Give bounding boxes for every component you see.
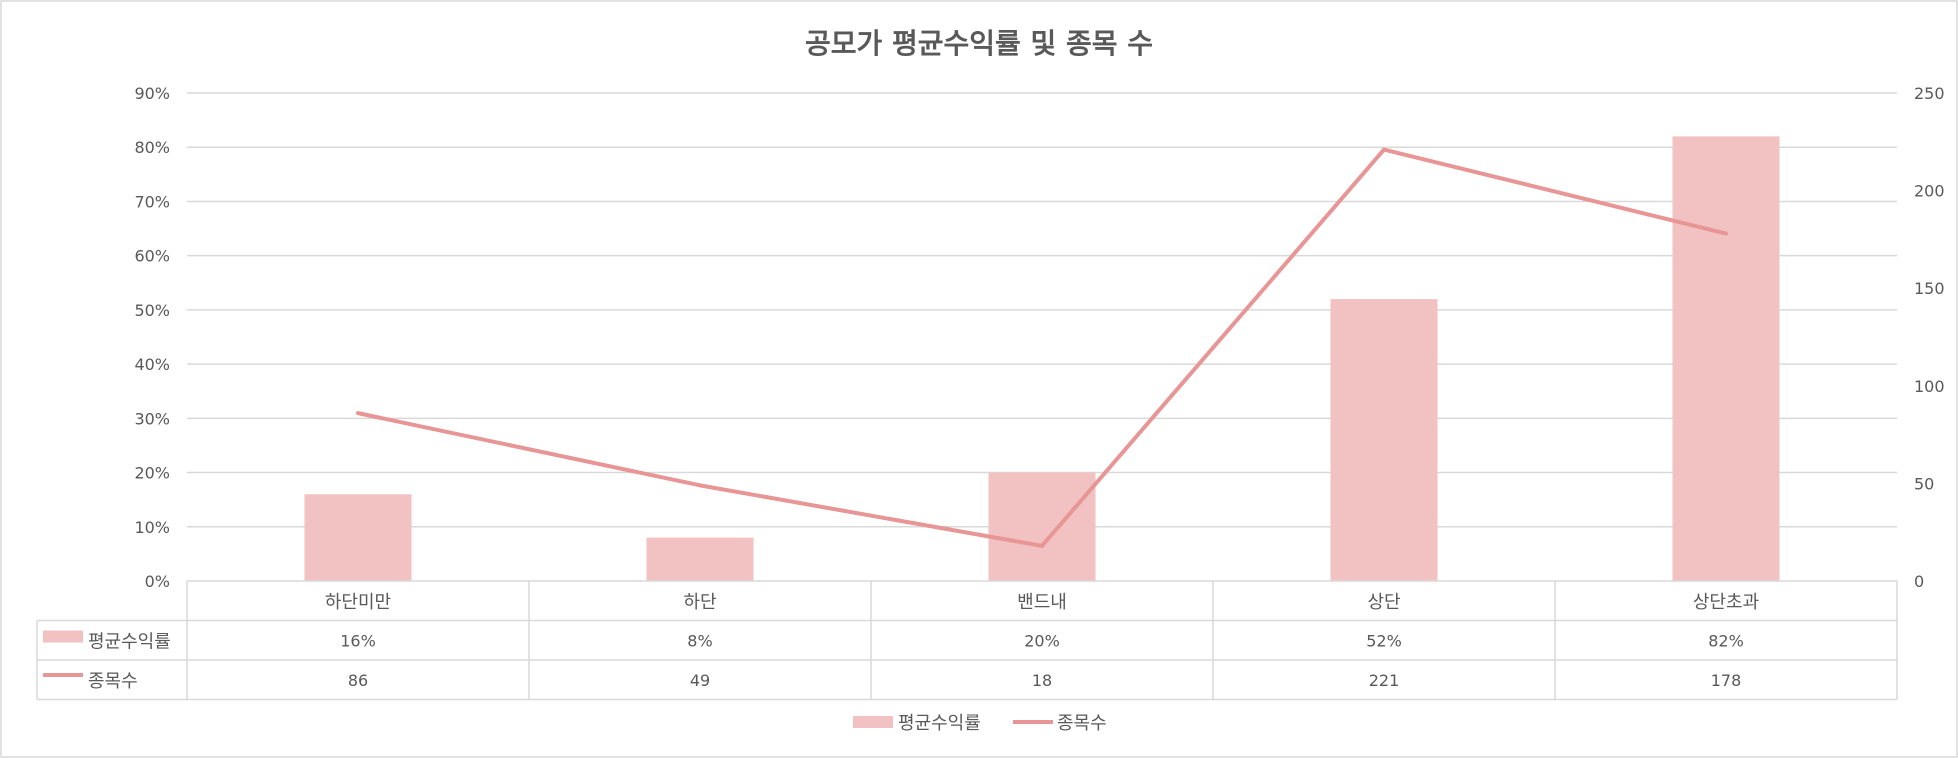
left-tick-label: 80%: [134, 138, 170, 157]
legend-label: 평균수익률: [898, 713, 981, 734]
table-cell: 20%: [1024, 632, 1060, 651]
left-tick-label: 30%: [134, 409, 170, 428]
gridlines: [187, 92, 1897, 528]
left-tick-label: 60%: [134, 247, 170, 266]
left-tick-label: 50%: [134, 301, 170, 320]
legend: 평균수익률 종목수: [853, 713, 1107, 734]
legend-label: 종목수: [1057, 713, 1107, 734]
bar: [988, 472, 1096, 581]
chart-title: 공모가 평균수익률 및 종목 수: [805, 27, 1153, 60]
bar: [1672, 136, 1780, 581]
bar: [646, 537, 754, 581]
bar-series: [304, 136, 1780, 581]
right-tick-label: 0: [1914, 572, 1924, 591]
line-point: [1382, 147, 1386, 152]
left-tick-label: 20%: [134, 464, 170, 483]
right-tick-label: 200: [1914, 182, 1945, 201]
line-point: [698, 483, 702, 488]
table-row-header: 종목수: [88, 671, 138, 692]
bar: [1330, 299, 1438, 581]
right-tick-label: 250: [1914, 84, 1945, 103]
table-cell: 178: [1711, 671, 1742, 690]
table-cell: 8%: [687, 632, 712, 651]
table-cell: 221: [1369, 671, 1400, 690]
legend-bar-key: [853, 716, 893, 728]
table-cell: 18: [1032, 671, 1052, 690]
right-tick-label: 100: [1914, 377, 1945, 396]
left-axis: 0% 10% 20% 30% 40% 50% 60% 70% 80% 90%: [134, 84, 170, 591]
table-cell: 82%: [1708, 632, 1744, 651]
category-label: 하단: [683, 592, 716, 613]
right-axis: 0 50 100 150 200 250: [1914, 84, 1945, 591]
right-tick-label: 150: [1914, 279, 1945, 298]
left-tick-label: 0%: [145, 572, 170, 591]
left-tick-label: 70%: [134, 192, 170, 211]
table-cell: 52%: [1366, 632, 1402, 651]
table-cell: 86: [348, 671, 368, 690]
line-point: [1724, 231, 1728, 236]
table-bar-key: [43, 630, 83, 643]
data-table: 하단미만 하단 밴드내 상단 상단초과 16% 8% 20% 52% 82% 86 49 18 221 17…: [36, 580, 1898, 701]
left-tick-label: 40%: [134, 355, 170, 374]
bar: [304, 494, 412, 581]
category-label: 상단: [1367, 592, 1400, 613]
line-point: [1040, 543, 1044, 548]
table-row-header: 평균수익률: [88, 632, 171, 653]
category-label: 밴드내: [1017, 592, 1067, 613]
right-tick-label: 50: [1914, 474, 1934, 493]
table-cell: 49: [690, 671, 710, 690]
table-cell: 16%: [340, 632, 376, 651]
category-label: 상단초과: [1693, 592, 1759, 613]
line-series: [356, 147, 1728, 548]
line-point: [356, 411, 360, 416]
category-label: 하단미만: [325, 592, 391, 613]
left-tick-label: 10%: [134, 518, 170, 537]
left-tick-label: 90%: [134, 84, 170, 103]
